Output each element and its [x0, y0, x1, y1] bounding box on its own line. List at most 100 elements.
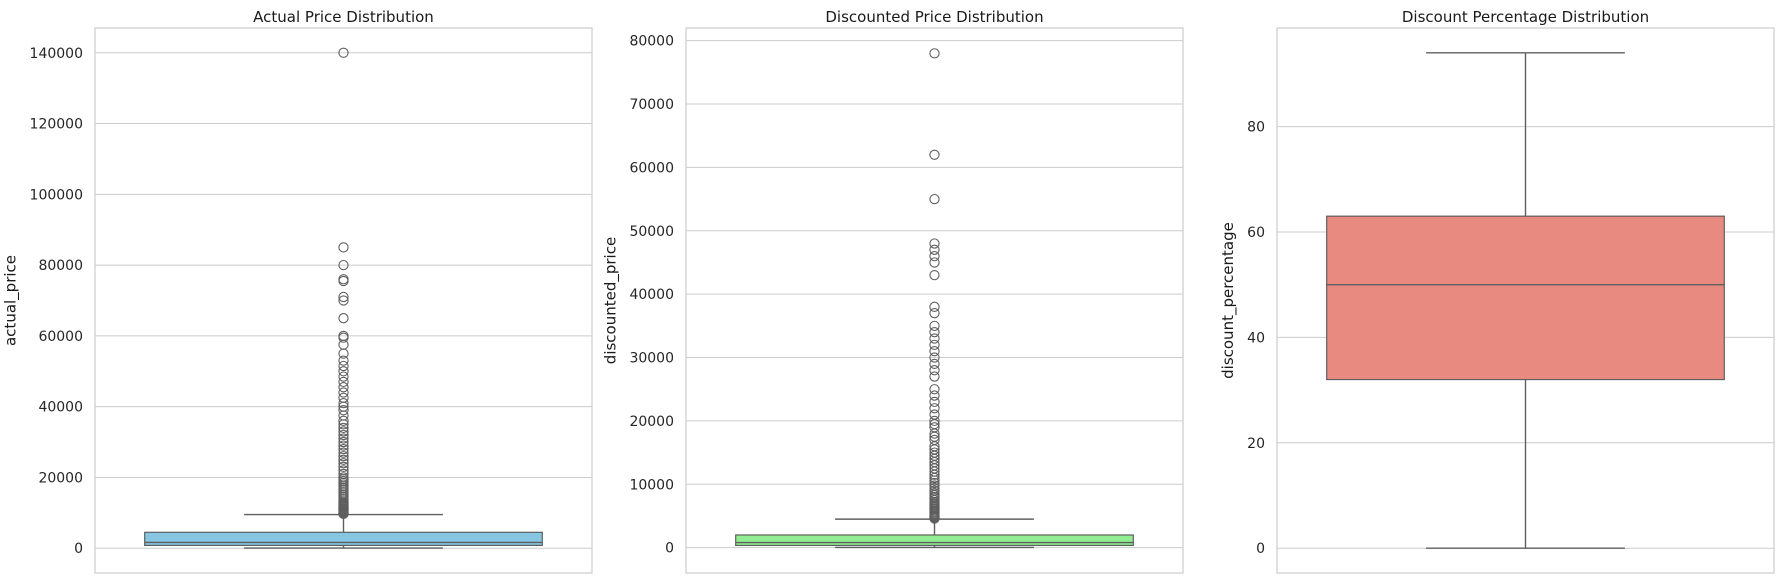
outlier-point	[338, 397, 349, 409]
outlier-point	[929, 48, 940, 59]
y-tick-label: 20000	[38, 470, 83, 486]
outlier-point	[929, 257, 940, 268]
y-axis-label: discount_percentage	[1219, 222, 1238, 379]
outlier-point	[338, 415, 349, 426]
outlier-point	[929, 193, 940, 205]
y-tick-label: 80	[1247, 120, 1265, 136]
plot-frame	[94, 27, 593, 574]
outlier-point	[338, 451, 349, 462]
outlier-point	[338, 433, 349, 444]
outlier-point	[338, 426, 349, 437]
outlier-point	[338, 371, 349, 382]
outlier-point	[929, 415, 940, 427]
outlier-point	[338, 472, 349, 483]
y-tick-label: 0	[74, 541, 83, 557]
y-tick-label: 80000	[38, 258, 83, 274]
iqr-box	[144, 531, 543, 546]
outlier-point	[338, 429, 349, 441]
outlier-point	[929, 333, 940, 344]
outlier-point	[929, 390, 940, 401]
outlier-point	[929, 447, 940, 458]
outlier-point	[929, 301, 940, 312]
outlier-point	[929, 358, 940, 370]
actual-price-boxplot: Actual Price Distribution actual_price 0…	[2, 8, 593, 574]
outlier-point	[338, 295, 349, 306]
outlier-point	[338, 465, 349, 476]
outlier-point	[338, 348, 349, 359]
outlier-point	[929, 250, 940, 262]
outlier-point	[929, 422, 940, 433]
outlier-point	[338, 387, 349, 398]
y-tick-label: 100000	[30, 187, 83, 203]
gridlines	[686, 40, 1183, 549]
outlier-point	[929, 238, 940, 249]
gridlines	[95, 52, 592, 549]
outlier-point	[338, 392, 349, 403]
outlier-point	[929, 409, 940, 420]
y-tick-label: 0	[1256, 541, 1265, 557]
outlier-point	[338, 447, 349, 458]
y-tick-label: 40000	[38, 400, 83, 416]
outlier-point	[338, 242, 349, 253]
discount-percentage-boxplot: Discount Percentage Distribution discoun…	[1219, 8, 1775, 574]
outlier-point	[929, 396, 940, 408]
discounted-price-boxplot: Discounted Price Distribution discounted…	[602, 8, 1184, 574]
outlier-point	[929, 403, 940, 414]
y-axis-label: discounted_price	[602, 237, 621, 364]
outlier-point	[338, 355, 349, 366]
outlier-point	[929, 308, 940, 319]
outlier-point	[929, 352, 940, 363]
outlier-point	[338, 405, 349, 416]
outlier-point	[338, 313, 349, 324]
y-tick-label: 60000	[38, 329, 83, 345]
chart-title: Discounted Price Distribution	[825, 8, 1043, 26]
plot-frame	[1276, 27, 1775, 574]
y-tick-label: 10000	[629, 477, 674, 493]
outlier-point	[338, 274, 349, 285]
iqr-box	[735, 534, 1134, 547]
outlier-point	[929, 270, 940, 281]
y-tick-label: 60000	[629, 160, 674, 176]
outlier-point	[338, 291, 349, 303]
outlier-point	[338, 366, 349, 377]
outlier-point	[338, 458, 349, 469]
outlier-point	[929, 365, 940, 376]
outlier-point	[338, 461, 349, 472]
y-tick-label: 120000	[30, 117, 83, 133]
outlier-point	[929, 485, 940, 496]
outlier-point	[929, 434, 940, 446]
outlier-point	[338, 360, 349, 372]
outlier-point	[929, 346, 940, 357]
outlier-point	[338, 376, 349, 388]
outlier-point	[338, 47, 349, 58]
y-tick-label: 40	[1247, 330, 1265, 346]
outlier-point	[929, 480, 940, 491]
y-tick-label: 20	[1247, 436, 1265, 452]
y-tick-label: 0	[665, 541, 674, 557]
y-tick-label: 40000	[629, 287, 674, 303]
y-tick-label: 50000	[629, 224, 674, 240]
outlier-point	[929, 482, 940, 494]
outlier-point	[929, 339, 940, 351]
outlier-point	[929, 371, 940, 382]
y-tick-label: 80000	[629, 34, 674, 50]
outlier-point	[338, 422, 349, 434]
chart-title: Actual Price Distribution	[253, 8, 434, 26]
outlier-point	[338, 436, 349, 448]
y-tick-label: 70000	[629, 97, 674, 113]
outlier-point	[338, 259, 349, 271]
outlier-point	[338, 443, 349, 455]
chart-title: Discount Percentage Distribution	[1402, 8, 1649, 26]
outlier-point	[338, 382, 349, 393]
y-tick-label: 60	[1247, 225, 1265, 241]
y-axis-label: actual_price	[2, 255, 21, 346]
y-tick-label: 30000	[629, 351, 674, 367]
outlier-point	[338, 440, 349, 451]
outlier-point	[929, 384, 940, 395]
plot-frame	[685, 27, 1184, 574]
outlier-point	[929, 244, 940, 255]
outlier-point	[338, 330, 349, 342]
y-tick-label: 140000	[30, 46, 83, 62]
outlier-point	[929, 327, 940, 338]
